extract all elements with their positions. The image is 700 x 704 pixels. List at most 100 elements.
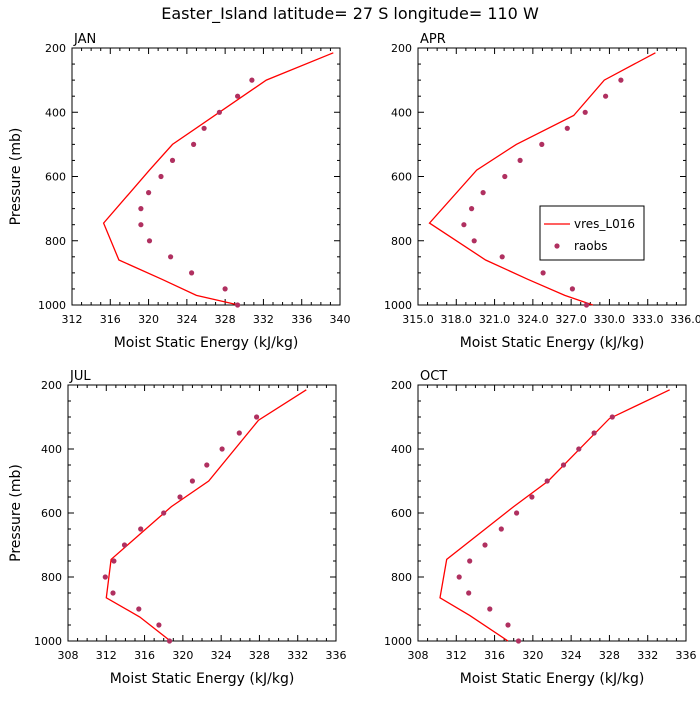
raobs-point [487,606,493,612]
raobs-point [235,302,241,308]
raobs-point [236,430,242,436]
plot-frame-apr [417,47,687,306]
raobs-point [603,93,609,99]
raobs-point [576,446,582,452]
x-tick-label: 316 [484,649,505,662]
x-tick-label: 324 [176,313,197,326]
x-tick-label: 320 [138,313,159,326]
raobs-point [235,93,241,99]
x-axis-label-jul: Moist Static Energy (kJ/kg) [110,671,295,687]
raobs-point [564,125,570,131]
panel-oct: 308 312 316 320 324 328 332 336 200 400 600 800 1000… [384,369,697,687]
x-tick-label: 324 [211,649,232,662]
x-tick-label: 327.0 [555,313,587,326]
series-line-oct [439,389,670,642]
x-tick-label: 315.0 [402,313,434,326]
x-tick-label: 328 [599,649,620,662]
series-line-jan [102,52,334,306]
raobs-point [540,270,546,276]
y-tick-label: 600 [45,171,66,184]
raobs-point [515,638,522,644]
series-line-apr [428,52,656,306]
x-tick-label: 330.0 [594,313,626,326]
raobs-point [569,286,576,292]
x-tick-label: 340 [330,313,351,326]
y-tick-label: 600 [391,171,412,184]
figure-title: Easter_Island latitude= 27 S longitude= … [161,4,539,24]
y-tick-label: 200 [41,379,62,392]
plot-frame-oct [417,384,687,642]
raobs-point [191,141,197,147]
y-tick-label: 1000 [34,635,62,648]
raobs-point [480,190,486,196]
raobs-point [138,526,144,532]
raobs-point [505,622,511,628]
raobs-point [204,462,210,468]
y-tick-label: 600 [391,507,412,520]
raobs-point [146,190,152,196]
raobs-point [560,462,567,468]
x-tick-label: 324.0 [517,313,549,326]
y-tick-label: 200 [391,379,412,392]
raobs-point [138,206,144,212]
raobs-point [102,574,108,580]
x-tick-label: 308 [58,649,79,662]
raobs-point [216,109,222,115]
x-axis-label-oct: Moist Static Energy (kJ/kg) [460,671,645,687]
plot-frame-jan [71,47,341,306]
raobs-point [219,446,225,452]
x-tick-label: 320 [172,649,193,662]
raobs-point [254,414,260,420]
x-tick-label: 324 [561,649,582,662]
y-tick-label: 400 [391,443,412,456]
raobs-point [517,157,523,163]
y-tick-label: 1000 [384,635,412,648]
plot-frame-jul [67,384,337,642]
raobs-point [168,254,174,260]
raobs-point [591,430,597,436]
x-tick-label: 332 [287,649,308,662]
x-tick-label: 328 [249,649,270,662]
x-axis-label-jan: Moist Static Energy (kJ/kg) [114,335,299,351]
y-tick-label: 400 [45,106,66,119]
raobs-point [111,558,117,564]
raobs-point [544,478,550,484]
x-tick-label: 336 [676,649,697,662]
panel-jul: 308 312 316 320 324 328 332 336 200 400 600 800 1000… [8,369,347,687]
panel-title-jul: JUL [69,369,91,384]
panel-jan: 312 316 320 324 328 332 336 340 200 400 600 800 1000… [8,32,351,351]
raobs-point [222,286,228,292]
x-tick-label: 316 [100,313,121,326]
legend-box [539,205,645,261]
raobs-point [514,510,520,516]
y-axis-label-jul: Pressure (mb) [8,464,24,562]
x-tick-label: 316 [134,649,155,662]
y-tick-label: 800 [391,571,412,584]
y-tick-label: 200 [45,42,66,55]
x-tick-label: 321.0 [479,313,511,326]
y-tick-label: 1000 [384,299,412,312]
raobs-point [161,510,167,516]
panel-title-apr: APR [420,32,446,47]
raobs-point [471,238,477,244]
raobs-point [502,173,508,180]
raobs-point [467,558,473,564]
raobs-point [169,157,176,163]
raobs-point [249,77,255,83]
raobs-point [498,526,504,532]
legend-model-label: vres_L016 [574,217,635,231]
series-line-jul [105,389,307,642]
raobs-point [136,606,142,612]
legend-marker-swatch [554,243,560,249]
raobs-point [583,302,590,308]
raobs-point [189,478,195,484]
x-tick-label: 336 [291,313,312,326]
raobs-point [539,141,545,147]
raobs-point [469,206,475,212]
raobs-point [466,590,472,596]
x-tick-label: 332 [253,313,274,326]
raobs-point [121,542,128,548]
